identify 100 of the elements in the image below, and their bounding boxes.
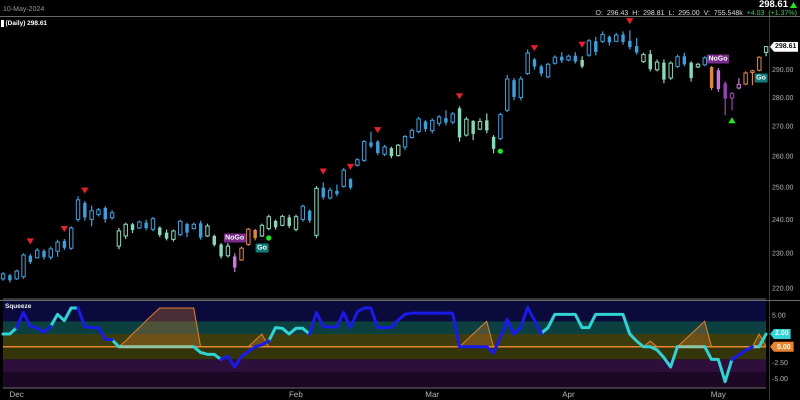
- candlestick: [322, 182, 325, 200]
- candlestick: [150, 216, 156, 232]
- candlestick: [14, 269, 19, 281]
- candlestick: [21, 252, 26, 280]
- candlestick: [226, 242, 230, 258]
- candlestick: [89, 205, 94, 227]
- point: [81, 188, 88, 194]
- candlestick: [369, 131, 373, 149]
- candlestick: [390, 146, 394, 159]
- candlestick: [648, 49, 652, 72]
- x-tick-label: May: [710, 390, 726, 399]
- point: [578, 42, 586, 48]
- candlestick: [274, 219, 278, 230]
- x-tick-label: Mar: [425, 390, 440, 399]
- candlestick: [416, 116, 421, 134]
- candlestick: [492, 134, 496, 154]
- candlestick: [757, 56, 762, 72]
- candlestick: [362, 140, 366, 162]
- candlestick: [594, 36, 598, 56]
- candlestick: [205, 223, 210, 238]
- candlestick: [144, 219, 148, 231]
- candlestick: [736, 78, 742, 90]
- candlestick: [124, 222, 128, 240]
- candlestick: [104, 206, 107, 224]
- candlestick: [198, 220, 202, 240]
- candlestick: [342, 167, 346, 188]
- candlestick: [716, 67, 720, 92]
- candlestick: [675, 54, 680, 69]
- text: 298.61: [758, 0, 788, 10]
- candlestick: [233, 252, 236, 273]
- candlestick: [300, 204, 306, 222]
- candlestick: [464, 116, 469, 138]
- candlestick: [621, 30, 625, 46]
- candlestick: [641, 52, 646, 64]
- candlestick: [116, 227, 122, 250]
- point: [626, 18, 634, 24]
- candlestick: [743, 70, 748, 86]
- candlestick: [634, 37, 638, 56]
- candlestick: [48, 246, 53, 260]
- candlestick: [239, 246, 244, 262]
- candlestick: [662, 58, 666, 84]
- candlestick: [178, 219, 182, 237]
- candlestick: [444, 110, 448, 126]
- candlestick: [668, 60, 673, 80]
- candlestick: [76, 196, 80, 222]
- point: [346, 164, 354, 170]
- x-tick-label: Apr: [562, 390, 575, 399]
- candlestick: [724, 80, 727, 116]
- candlestick: [246, 227, 251, 246]
- candlestick: [83, 200, 87, 222]
- candlestick: [764, 45, 768, 57]
- candlestick: [171, 229, 176, 242]
- point: [60, 226, 68, 232]
- candlestick: [450, 111, 455, 125]
- candlestick: [280, 214, 285, 227]
- x-tick-label: Dec: [10, 390, 24, 399]
- candlestick: [430, 118, 434, 134]
- candlestick: [682, 52, 686, 67]
- x-tick-label: Feb: [289, 390, 304, 399]
- candlestick: [402, 134, 408, 151]
- candlestick: [478, 118, 482, 131]
- candlestick: [382, 144, 387, 157]
- candlestick: [710, 66, 714, 91]
- candlestick: [600, 30, 605, 44]
- candlestick: [436, 114, 442, 127]
- candlestick: [540, 64, 543, 77]
- candlestick: [396, 143, 400, 158]
- candlestick: [28, 253, 32, 265]
- candlestick: [580, 56, 584, 69]
- candlestick: [158, 226, 162, 238]
- candlestick: [288, 214, 291, 229]
- candlestick: [560, 52, 564, 64]
- candlestick: [608, 34, 612, 46]
- candlestick: [628, 30, 632, 50]
- candlestick: [525, 48, 530, 76]
- candlestick: [253, 228, 257, 241]
- candlestick: [110, 210, 114, 220]
- point: [374, 127, 382, 134]
- point: [26, 238, 34, 244]
- candlestick: [376, 140, 380, 156]
- candlestick: [750, 69, 755, 86]
- candlestick: [62, 238, 66, 251]
- candlestick: [552, 54, 558, 66]
- candlestick: [69, 226, 74, 251]
- candlestick: [702, 56, 707, 67]
- candlestick: [546, 62, 550, 79]
- candlestick: [266, 214, 271, 231]
- point: [266, 235, 272, 241]
- candlestick: [308, 208, 312, 224]
- candlestick: [689, 60, 693, 82]
- candlestick: [164, 229, 168, 241]
- point: [530, 45, 538, 52]
- candlestick: [471, 120, 475, 141]
- candlestick: [335, 184, 339, 197]
- candlestick: [730, 91, 734, 111]
- candlestick: [212, 234, 216, 248]
- candlestick: [260, 223, 264, 238]
- candlestick: [294, 214, 298, 232]
- point: [320, 168, 327, 174]
- candlestick: [518, 76, 524, 101]
